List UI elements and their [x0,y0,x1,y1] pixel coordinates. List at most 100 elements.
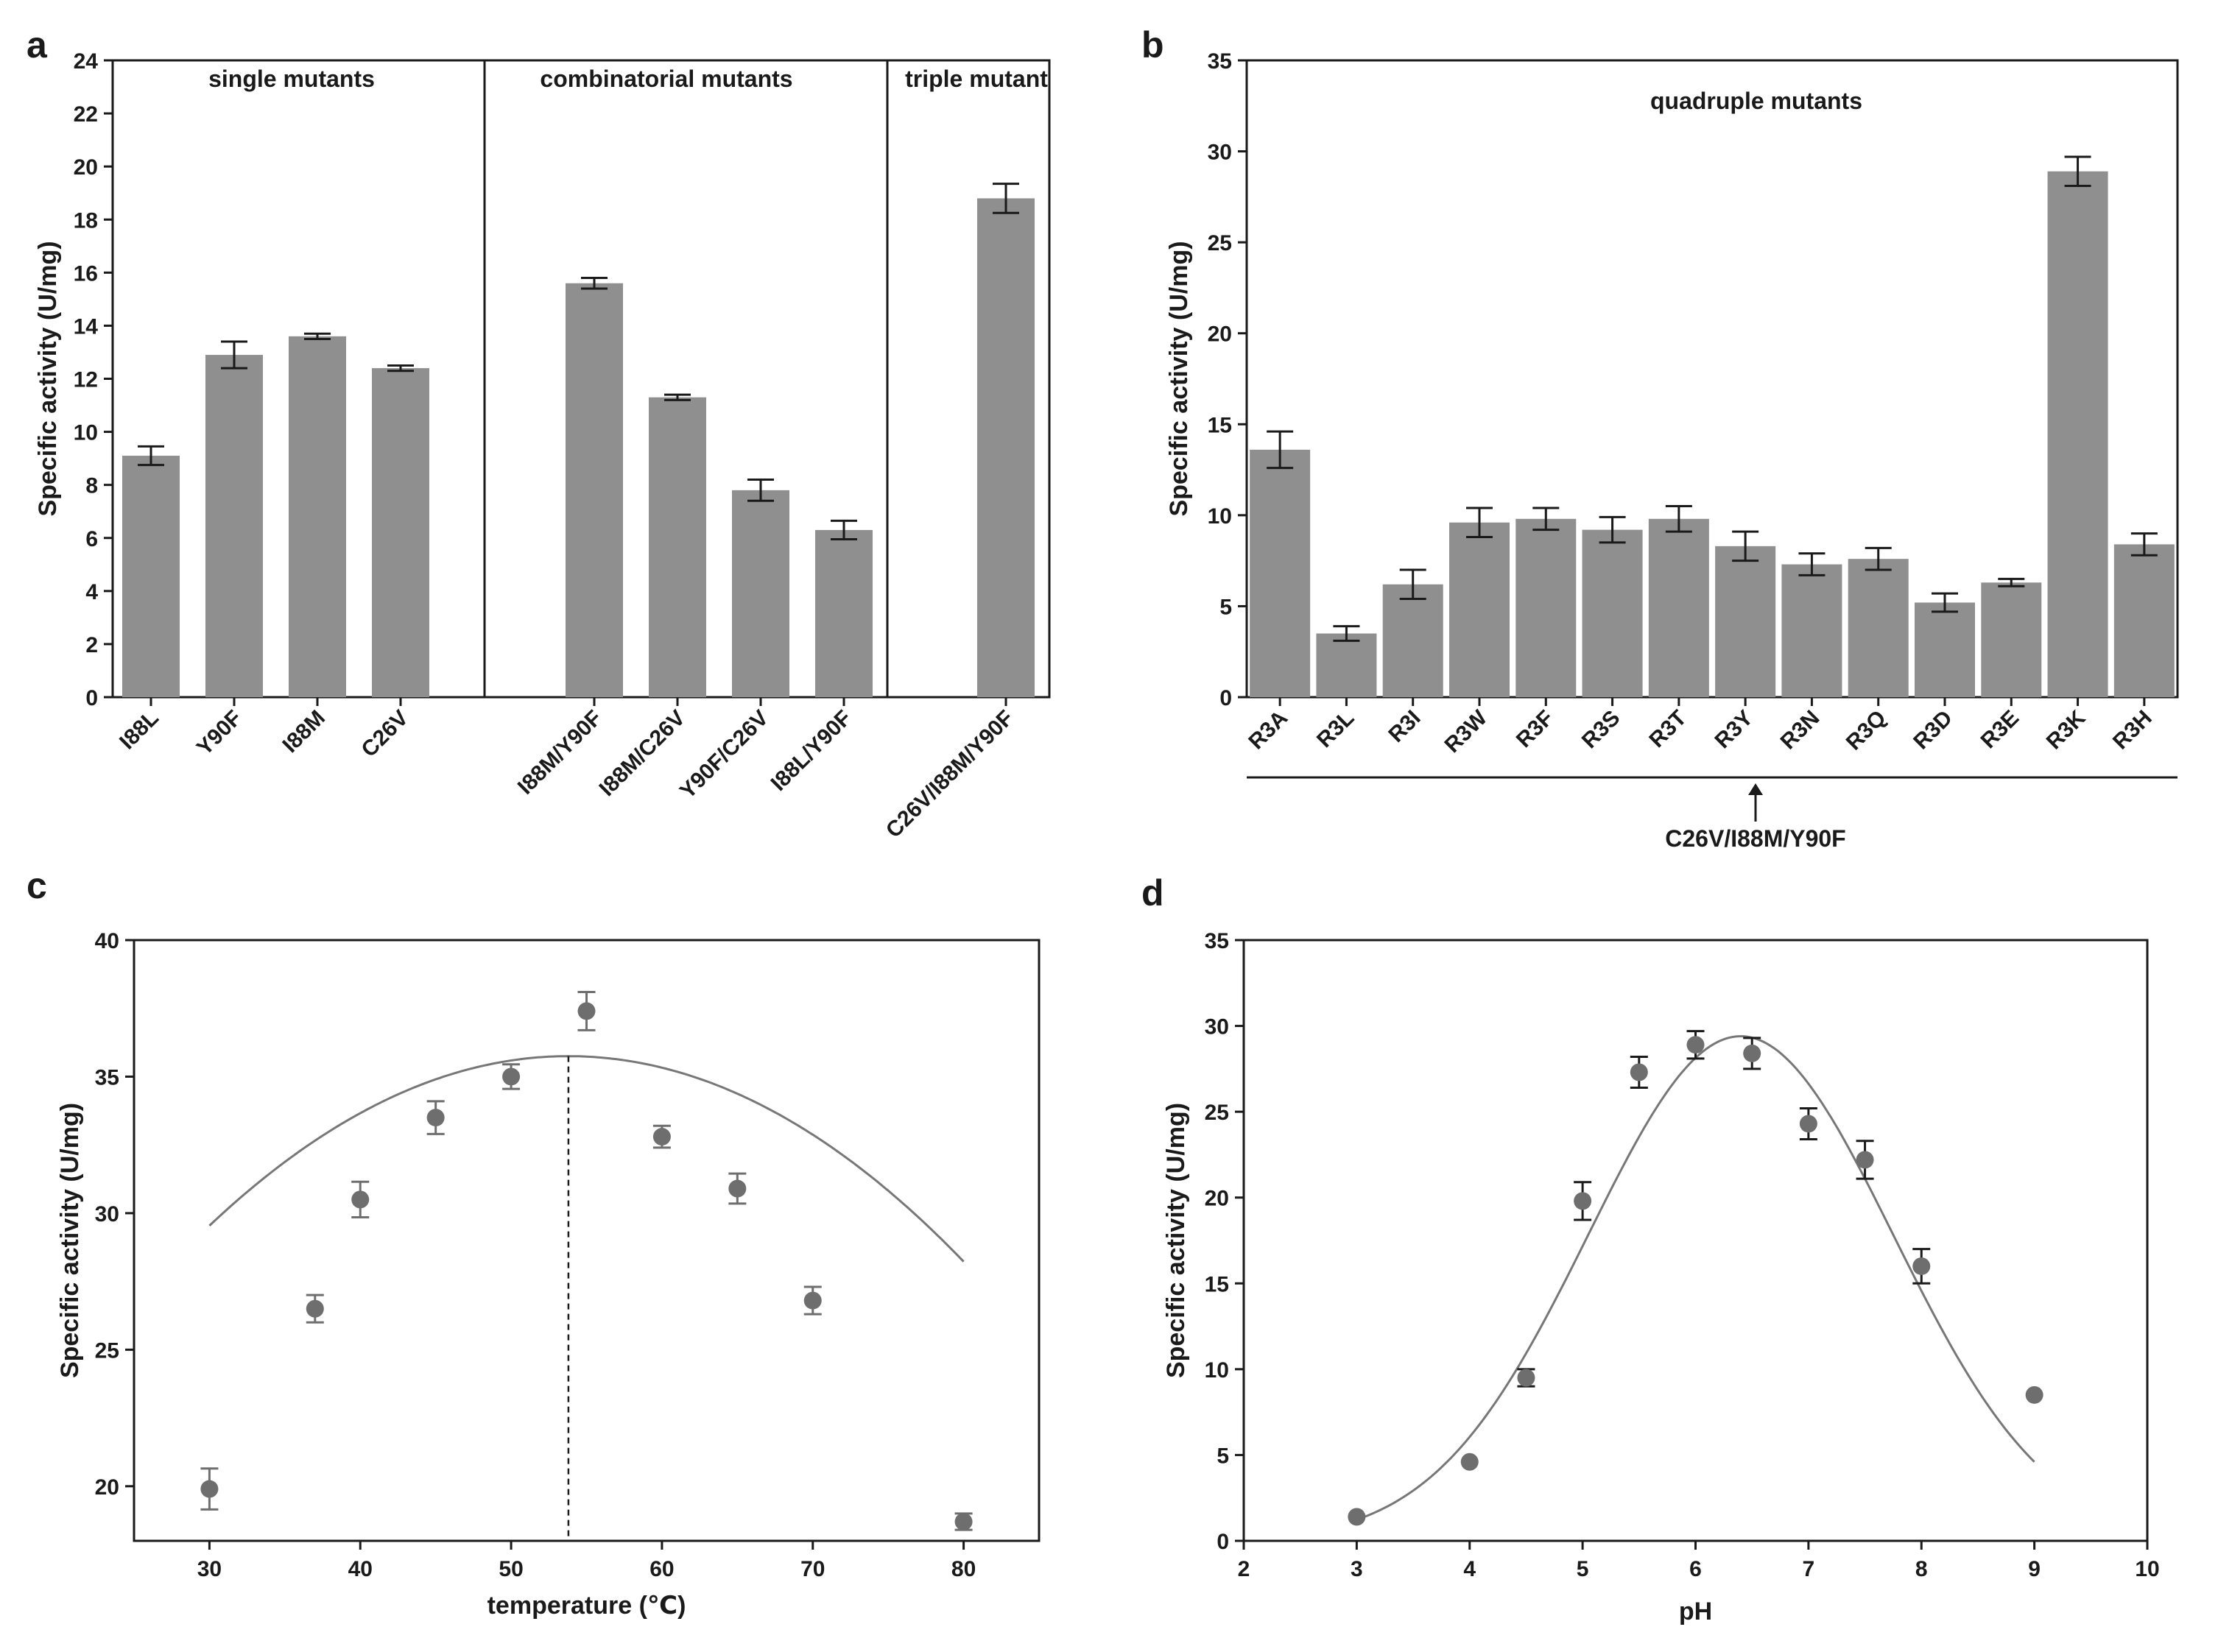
panel-a-y-tick-label: 10 [74,421,98,445]
panel-a-y-tick-label: 16 [74,261,98,286]
panel-d-y-tick-label: 15 [1205,1272,1229,1296]
panel-c-data-point [306,1299,324,1318]
panel-b-error-bar [1267,430,1294,470]
panel-b-error-bar [2064,155,2091,188]
panel-b-error-bar [1532,506,1560,532]
panel-c-x-tick-label: 60 [649,1557,674,1581]
panel-a-y-tick-label: 2 [85,633,98,657]
panel-b-error-bar [1732,530,1759,562]
panel-b-y-axis-title: Specific activity (U/mg) [1165,241,1193,516]
panel-b-y-tick-label: 5 [1219,595,1232,619]
panel-b-y-tick-label: 10 [1208,504,1232,529]
panel-c-data-point [351,1190,370,1209]
panel-b-x-tick-label: R3F [1512,706,1558,752]
panel-b-bracket-arrowhead [1748,783,1763,795]
panel-a-bar [732,490,789,697]
panel-a-y-tick-label: 14 [74,314,99,339]
panel-a-x-tick-label: Y90F [192,706,247,760]
panel-a-error-bar [304,332,331,340]
panel-b-error-bar [2130,532,2158,557]
panel-a-x-tick-label: I88L/Y90F [767,706,856,796]
panel-c-x-axis-title: temperature (℃) [487,1592,686,1620]
panel-c-data-point [652,1128,671,1146]
panel-b-bar [1449,522,1510,697]
panel-c-y-tick-label: 30 [95,1202,119,1226]
panel-a-y-tick-label: 6 [85,527,98,551]
panel-d-x-tick-label: 3 [1351,1557,1363,1581]
panel-d-y-tick-label: 5 [1217,1444,1229,1468]
panel-b-bar-chart: 0 5 10 15 20 25 30 35 Specific activity (U/mg) qu… [1165,49,2179,852]
panel-a-x-tick-label: C26V [357,706,413,762]
panel-b-bracket-label: C26V/I88M/Y90F [1665,825,1845,852]
panel-a-bar [815,529,873,697]
panel-c-data-point [728,1179,747,1198]
panel-a-bar [122,456,180,697]
panel-a-error-bar [221,340,247,370]
panel-a-error-bar [387,364,414,373]
panel-d-y-tick-label: 20 [1205,1187,1229,1211]
panel-c-x-tick-label: 30 [197,1557,222,1581]
panel-b-error-bar [1466,506,1493,539]
panel-b-error-bar [1665,505,1692,533]
panel-b-y-tick-label: 15 [1208,413,1232,437]
panel-c-data-point [426,1109,445,1127]
panel-a-bar [289,336,346,697]
panel-a-y-tick-label: 18 [74,208,98,233]
panel-d-x-tick-label: 2 [1238,1557,1250,1581]
panel-d-data-point [1630,1063,1648,1081]
panel-b-x-tick-label: R3N [1776,706,1825,755]
panel-c-fit-curve [208,1055,965,1263]
panel-c-x-tick-label: 80 [951,1557,976,1581]
panel-b-bar [1316,633,1377,697]
panel-b-x-tick-label: R3A [1244,706,1292,755]
panel-b-y-tick-label: 25 [1208,231,1232,255]
panel-b-y-tick-label: 35 [1208,49,1232,74]
panel-a-group-label: triple mutant [905,66,1048,92]
panel-b-bar [1250,449,1311,697]
panel-a-group-label: combinatorial mutants [540,66,792,92]
panel-b-y-tick-label: 30 [1208,141,1232,165]
panel-b-bar [1915,602,1975,697]
panel-c-data-point [954,1513,973,1531]
panel-a-bar [205,355,263,697]
panel-b-bar [1582,529,1643,697]
panel-c-y-tick-label: 35 [95,1065,119,1090]
panel-a-bar [372,368,429,697]
panel-d-x-tick-label: 6 [1689,1557,1702,1581]
panel-d-data-point [1574,1192,1592,1210]
panel-a-bar [566,283,623,697]
panel-c-frame [133,939,1041,1542]
panel-b-x-tick-label: R3T [1644,706,1691,752]
panel-b-x-tick-label: R3E [1976,706,2024,754]
panel-letter-b: b [1141,24,1164,66]
panel-c-data-point [502,1067,521,1086]
panel-b-bar [1981,582,2042,697]
panel-d-data-point [1517,1369,1535,1387]
panel-c-y-tick-label: 40 [95,929,119,953]
panel-c-y-tick-label: 20 [95,1475,119,1500]
panel-a-x-tick-label: C26V/I88M/Y90F [881,706,1018,843]
panel-a-error-bar [581,277,608,290]
panel-a-x-tick-label: Y90F/C26V [675,706,773,804]
panel-a-group-label: single mutants [208,66,375,92]
panel-d-x-tick-label: 4 [1463,1557,1476,1581]
panel-c-x-tick-label: 50 [499,1557,523,1581]
panel-d-ph-scatter: 0 5 10 15 20 25 30 35 2 3 4 5 6 7 8 9 10 pH Specific activ… [1162,929,2160,1625]
panel-d-y-axis-title: Specific activity (U/mg) [1162,1103,1190,1378]
panel-c-y-tick-label: 25 [95,1338,119,1363]
panel-a-x-tick-label: I88M [278,706,330,758]
panel-a-y-tick-label: 20 [74,155,98,180]
panel-b-bar [2047,171,2108,697]
panel-b-x-tick-label: R3W [1440,705,1492,758]
panel-b-bar [1781,564,1842,697]
panel-a-y-tick-label: 8 [85,474,98,498]
panel-a-y-tick-label: 0 [85,686,98,710]
panel-d-data-point [1348,1508,1366,1526]
panel-letter-c: c [27,865,47,906]
panel-b-error-bar [1998,577,2025,587]
panel-b-bar [2113,544,2175,697]
panel-c-data-point [577,1002,596,1020]
panel-d-data-point [2025,1386,2043,1404]
panel-a-x-tick-label: I88L [115,706,163,755]
